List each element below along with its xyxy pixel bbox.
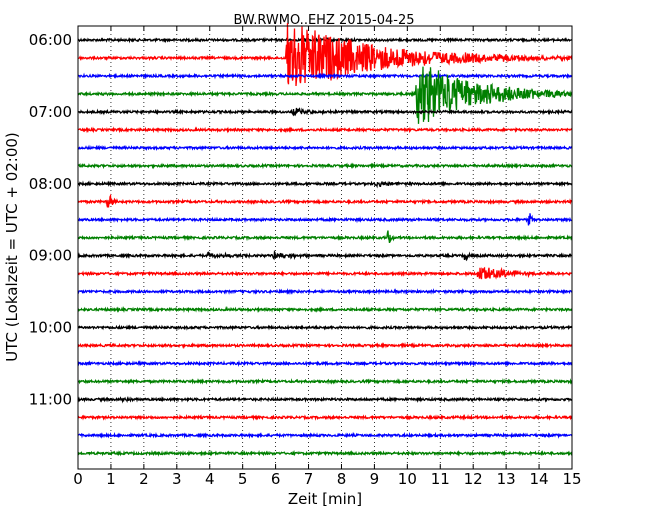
chart-title: BW.RWMO..EHZ 2015-04-25 xyxy=(233,13,414,28)
x-tick-label: 0 xyxy=(73,470,83,488)
trace-1015 xyxy=(77,341,573,350)
x-tick-label: 14 xyxy=(530,470,549,488)
trace-0745 xyxy=(77,162,573,170)
trace-1115 xyxy=(77,413,573,421)
x-tick-label: 7 xyxy=(304,470,314,488)
trace-0830 xyxy=(77,213,573,226)
y-tick-label: 06:00 xyxy=(29,31,72,49)
y-tick-label: 09:00 xyxy=(29,247,72,265)
y-tick-label: 07:00 xyxy=(29,103,72,121)
x-tick-label: 2 xyxy=(139,470,149,488)
seismic-traces xyxy=(77,23,573,457)
y-tick-label: 08:00 xyxy=(29,175,72,193)
y-tick-label: 11:00 xyxy=(29,390,72,408)
x-tick-label: 12 xyxy=(464,470,483,488)
x-tick-label: 15 xyxy=(562,470,581,488)
trace-0700 xyxy=(77,107,573,117)
trace-0845 xyxy=(77,230,573,243)
trace-1100 xyxy=(77,395,573,404)
trace-0815 xyxy=(77,193,573,208)
trace-0645 xyxy=(77,66,573,124)
trace-0615 xyxy=(77,23,573,87)
trace-0800 xyxy=(77,180,573,189)
x-axis: 0 1 2 3 4 5 6 7 8 9 10 11 12 13 14 15 xyxy=(73,26,582,488)
plot-frame xyxy=(77,25,573,470)
trace-0630 xyxy=(77,72,573,80)
trace-0930 xyxy=(77,288,573,296)
trace-0915 xyxy=(77,266,573,280)
x-tick-label: 8 xyxy=(337,470,347,488)
trace-0600 xyxy=(77,36,573,44)
trace-1030 xyxy=(77,359,573,368)
trace-1000 xyxy=(77,324,573,331)
x-tick-label: 10 xyxy=(398,470,417,488)
x-tick-label: 4 xyxy=(205,470,215,488)
trace-1130 xyxy=(77,431,573,439)
x-tick-label: 1 xyxy=(106,470,116,488)
trace-1045 xyxy=(77,377,573,385)
x-tick-label: 3 xyxy=(172,470,182,488)
x-tick-label: 5 xyxy=(238,470,248,488)
trace-0715 xyxy=(77,126,573,134)
x-tick-label: 13 xyxy=(497,470,516,488)
x-tick-label: 11 xyxy=(431,470,450,488)
trace-1145 xyxy=(77,449,573,457)
y-axis: 06:00 07:00 08:00 09:00 10:00 11:00 xyxy=(29,31,572,408)
x-axis-label: Zeit [min] xyxy=(288,490,362,508)
x-tick-label: 6 xyxy=(271,470,281,488)
x-tick-label: 9 xyxy=(370,470,380,488)
trace-0945 xyxy=(77,306,573,314)
y-tick-label: 10:00 xyxy=(29,319,72,337)
y-axis-label: UTC (Lokalzeit = UTC + 02:00) xyxy=(3,132,21,362)
trace-0730 xyxy=(77,144,573,152)
trace-0900 xyxy=(77,249,573,262)
